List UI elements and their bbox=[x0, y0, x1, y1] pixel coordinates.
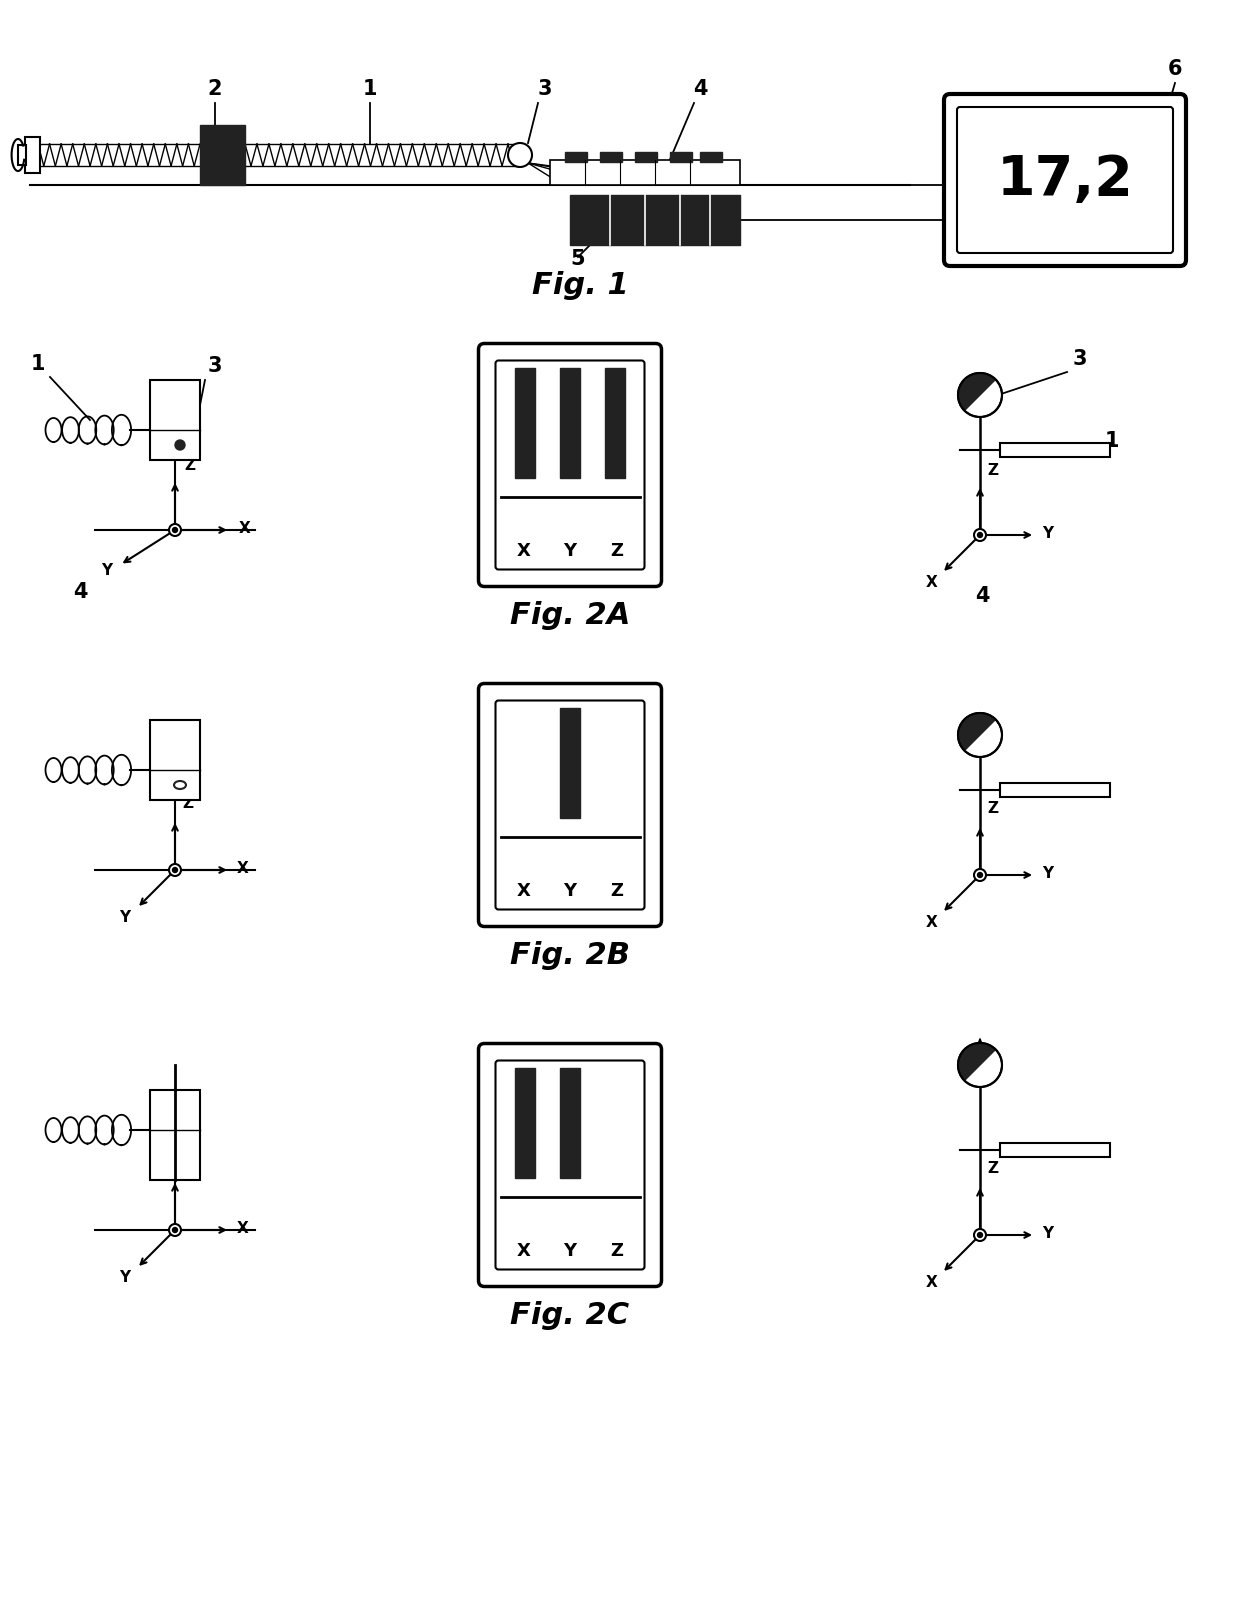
Polygon shape bbox=[959, 713, 996, 750]
Text: X: X bbox=[516, 542, 531, 560]
Bar bbox=[605, 367, 625, 478]
Text: 1: 1 bbox=[363, 79, 377, 100]
Text: Z: Z bbox=[182, 796, 193, 811]
Text: Y: Y bbox=[563, 882, 577, 899]
Text: Z: Z bbox=[987, 463, 998, 478]
Circle shape bbox=[959, 713, 1002, 756]
Text: Z: Z bbox=[987, 801, 998, 816]
Text: Fig. 1: Fig. 1 bbox=[532, 270, 629, 299]
Text: X: X bbox=[516, 882, 531, 899]
Text: 6: 6 bbox=[1168, 60, 1182, 79]
Text: X: X bbox=[237, 1221, 249, 1236]
Text: Y: Y bbox=[102, 563, 113, 578]
Bar bbox=[635, 151, 657, 163]
Text: Fig. 2C: Fig. 2C bbox=[511, 1300, 630, 1329]
Text: Y: Y bbox=[119, 1270, 130, 1286]
FancyBboxPatch shape bbox=[496, 360, 645, 570]
Text: 4: 4 bbox=[73, 582, 87, 602]
Bar bbox=[600, 151, 622, 163]
Text: Z: Z bbox=[182, 1155, 193, 1171]
Text: Y: Y bbox=[1043, 526, 1054, 541]
Circle shape bbox=[172, 528, 177, 533]
Text: 3: 3 bbox=[208, 356, 222, 377]
Text: Fig. 2B: Fig. 2B bbox=[510, 941, 630, 970]
Text: 4: 4 bbox=[975, 586, 990, 607]
Bar bbox=[150, 719, 200, 800]
Text: 5: 5 bbox=[570, 249, 585, 269]
Text: 1: 1 bbox=[31, 354, 45, 373]
Bar bbox=[560, 708, 580, 817]
Circle shape bbox=[169, 864, 181, 875]
Text: Z: Z bbox=[987, 1162, 998, 1176]
Text: Y: Y bbox=[1043, 866, 1054, 882]
Text: X: X bbox=[516, 1242, 531, 1260]
Circle shape bbox=[977, 533, 982, 537]
Polygon shape bbox=[959, 373, 996, 410]
Text: Y: Y bbox=[563, 542, 577, 560]
Circle shape bbox=[959, 1043, 1002, 1088]
Text: X: X bbox=[926, 916, 937, 930]
Text: 2: 2 bbox=[208, 79, 222, 100]
Circle shape bbox=[169, 525, 181, 536]
Circle shape bbox=[508, 143, 532, 167]
Bar bbox=[570, 195, 740, 245]
Bar bbox=[999, 442, 1110, 457]
Text: 4: 4 bbox=[693, 79, 707, 100]
Bar bbox=[560, 367, 580, 478]
FancyBboxPatch shape bbox=[957, 108, 1173, 253]
Circle shape bbox=[973, 1229, 986, 1241]
FancyBboxPatch shape bbox=[496, 1060, 645, 1270]
Bar bbox=[701, 151, 722, 163]
Text: 3: 3 bbox=[538, 79, 552, 100]
Circle shape bbox=[172, 867, 177, 872]
Circle shape bbox=[973, 869, 986, 882]
Bar bbox=[999, 784, 1110, 796]
Bar bbox=[551, 159, 740, 185]
Text: X: X bbox=[237, 861, 249, 875]
FancyBboxPatch shape bbox=[944, 93, 1185, 265]
Bar bbox=[25, 137, 40, 174]
Circle shape bbox=[977, 1232, 982, 1237]
Bar bbox=[150, 380, 200, 460]
FancyBboxPatch shape bbox=[496, 700, 645, 909]
Text: Y: Y bbox=[563, 1242, 577, 1260]
Bar bbox=[515, 1067, 534, 1178]
Text: Fig. 2A: Fig. 2A bbox=[510, 600, 630, 629]
Bar bbox=[560, 1067, 580, 1178]
Circle shape bbox=[959, 373, 1002, 417]
Text: X: X bbox=[239, 521, 250, 536]
FancyBboxPatch shape bbox=[479, 684, 661, 927]
Text: 1: 1 bbox=[1105, 431, 1120, 451]
Ellipse shape bbox=[174, 780, 186, 788]
Bar bbox=[150, 1089, 200, 1179]
Text: Z: Z bbox=[610, 882, 624, 899]
Text: Z: Z bbox=[610, 1242, 624, 1260]
Text: X: X bbox=[926, 574, 937, 591]
Circle shape bbox=[175, 439, 185, 451]
Text: Y: Y bbox=[119, 911, 130, 925]
Circle shape bbox=[973, 529, 986, 541]
Text: X: X bbox=[926, 1274, 937, 1290]
Circle shape bbox=[169, 1224, 181, 1236]
Bar bbox=[999, 1142, 1110, 1157]
Text: Y: Y bbox=[1043, 1226, 1054, 1241]
Text: Z: Z bbox=[610, 542, 624, 560]
Text: 17,2: 17,2 bbox=[997, 153, 1133, 208]
Bar bbox=[670, 151, 692, 163]
FancyBboxPatch shape bbox=[479, 343, 661, 587]
Bar bbox=[515, 367, 534, 478]
Circle shape bbox=[172, 1228, 177, 1232]
Text: Z: Z bbox=[185, 459, 196, 473]
Bar bbox=[19, 145, 26, 166]
Bar bbox=[565, 151, 587, 163]
Bar bbox=[200, 126, 246, 185]
FancyBboxPatch shape bbox=[479, 1044, 661, 1287]
Text: 3: 3 bbox=[1073, 349, 1087, 368]
Polygon shape bbox=[959, 1043, 996, 1081]
Circle shape bbox=[977, 872, 982, 877]
